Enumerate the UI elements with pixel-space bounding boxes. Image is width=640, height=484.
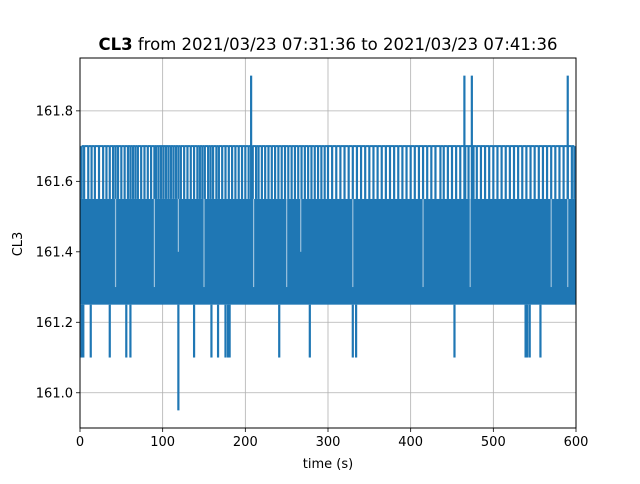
ticks: 0 100 200 300 400 500 600 161.0 161.2 161.4 161.6 1… <box>36 104 589 450</box>
y-tick-label: 161.6 <box>36 175 73 190</box>
chart-title-bold: CL3 <box>99 35 133 54</box>
x-tick-label: 200 <box>233 435 258 450</box>
chart-title: CL3 from 2021/03/23 07:31:36 to 2021/03/… <box>99 35 558 54</box>
x-tick-label: 300 <box>316 435 341 450</box>
y-tick-label: 161.4 <box>36 245 73 260</box>
chart-title-rest: from 2021/03/23 07:31:36 to 2021/03/23 0… <box>138 35 558 54</box>
y-tick-label: 161.2 <box>36 316 73 331</box>
x-tick-label: 500 <box>481 435 506 450</box>
data-band <box>80 198 576 305</box>
y-tick-label: 161.0 <box>36 386 73 401</box>
x-tick-label: 0 <box>76 435 84 450</box>
x-tick-label: 400 <box>398 435 423 450</box>
x-tick-label: 600 <box>564 435 589 450</box>
y-axis-label: CL3 <box>11 232 26 257</box>
x-tick-label: 100 <box>150 435 175 450</box>
data-series <box>80 75 576 411</box>
y-tick-label: 161.8 <box>36 104 73 119</box>
x-axis-label: time (s) <box>303 457 353 472</box>
